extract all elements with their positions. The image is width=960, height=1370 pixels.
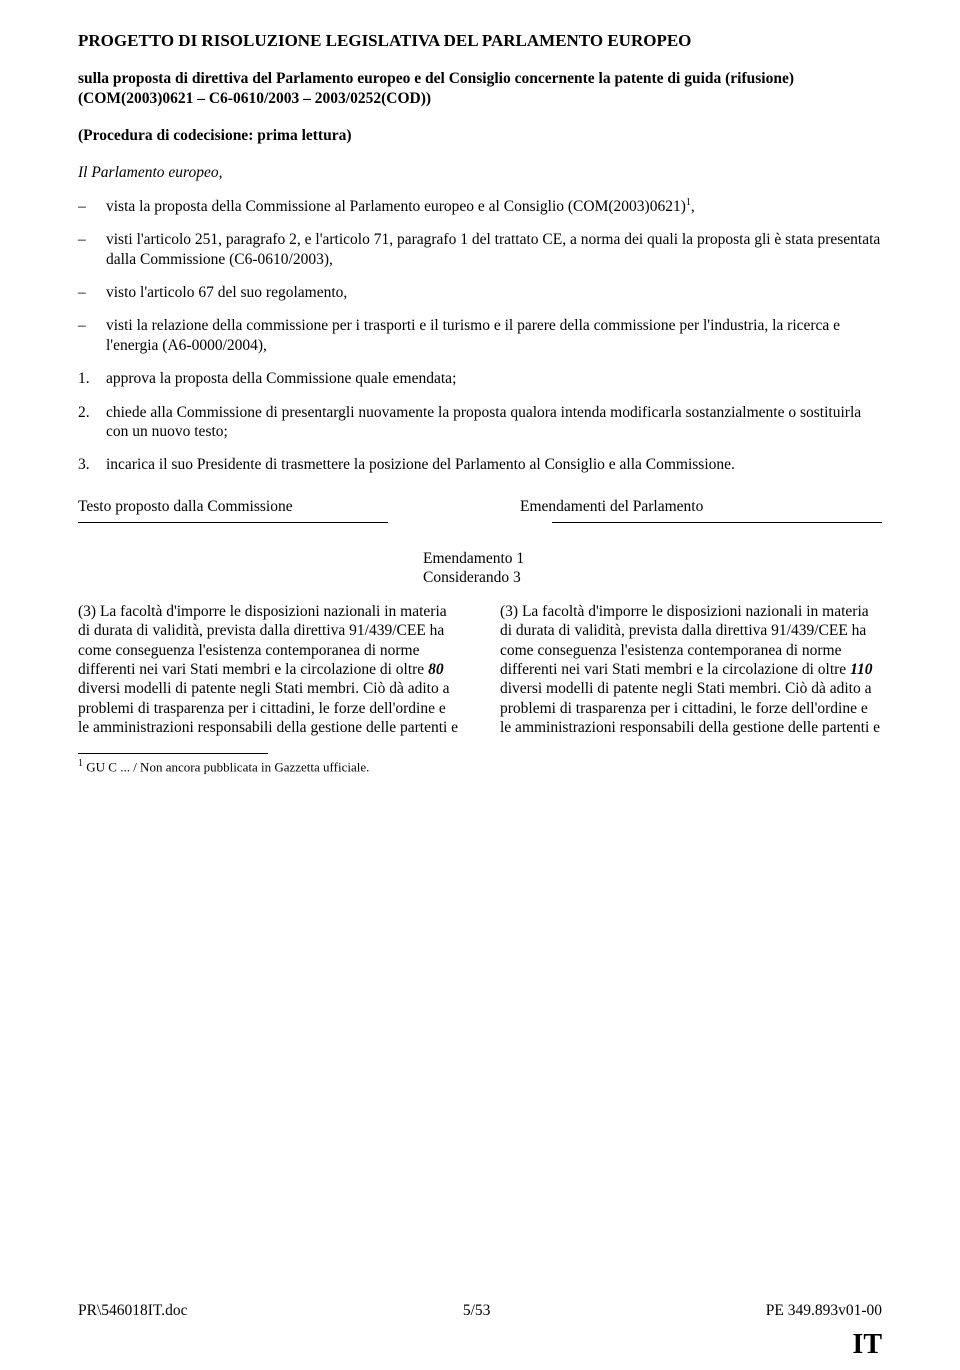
amendment-ref: Considerando 3 (423, 568, 882, 587)
amendment-number: Emendamento 1 (423, 549, 882, 568)
num-item: 1. approva la proposta della Commissione… (78, 369, 882, 388)
column-headers: Testo proposto dalla Commissione Emendam… (78, 497, 882, 516)
amendment-columns: (3) La facoltà d'imporre le disposizioni… (78, 602, 882, 738)
dash-list: – vista la proposta della Commissione al… (78, 197, 882, 355)
dash-text: visti la relazione della commissione per… (106, 316, 882, 355)
amendment-col-right: (3) La facoltà d'imporre le disposizioni… (480, 602, 882, 738)
num-marker: 3. (78, 455, 106, 474)
procedure-line: (Procedura di codecisione: prima lettura… (78, 126, 882, 145)
amendment-col-left: (3) La facoltà d'imporre le disposizioni… (78, 602, 480, 738)
num-marker: 2. (78, 403, 106, 442)
doc-subtitle-block: sulla proposta di direttiva del Parlamen… (78, 69, 882, 108)
footer-right: PE 349.893v01-00 (766, 1301, 882, 1320)
footnote: 1 GU C ... / Non ancora pubblicata in Ga… (78, 758, 882, 776)
dash-marker: – (78, 316, 106, 355)
footer-left: PR\546018IT.doc (78, 1301, 188, 1320)
footnote-rule (78, 753, 268, 754)
numbered-list: 1. approva la proposta della Commissione… (78, 369, 882, 475)
doc-title: PROGETTO DI RISOLUZIONE LEGISLATIVA DEL … (78, 30, 882, 51)
col-head-right: Emendamenti del Parlamento (480, 497, 882, 516)
doc-refs: (COM(2003)0621 – C6-0610/2003 – 2003/025… (78, 90, 431, 107)
dash-marker: – (78, 283, 106, 302)
col-head-left: Testo proposto dalla Commissione (78, 497, 480, 516)
dash-item: – visti l'articolo 251, paragrafo 2, e l… (78, 230, 882, 269)
num-text: chiede alla Commissione di presentargli … (106, 403, 882, 442)
lang-code: IT (852, 1327, 882, 1362)
num-item: 2. chiede alla Commissione di presentarg… (78, 403, 882, 442)
dash-text: vista la proposta della Commissione al P… (106, 197, 882, 217)
num-item: 3. incarica il suo Presidente di trasmet… (78, 455, 882, 474)
num-text: approva la proposta della Commissione qu… (106, 369, 882, 388)
parliament-line: Il Parlamento europeo, (78, 163, 882, 182)
dash-item: – visto l'articolo 67 del suo regolament… (78, 283, 882, 302)
dash-text: visto l'articolo 67 del suo regolamento, (106, 283, 882, 302)
dash-item: – visti la relazione della commissione p… (78, 316, 882, 355)
dash-marker: – (78, 230, 106, 269)
dash-item: – vista la proposta della Commissione al… (78, 197, 882, 217)
doc-subtitle: sulla proposta di direttiva del Parlamen… (78, 70, 794, 87)
dash-text: visti l'articolo 251, paragrafo 2, e l'a… (106, 230, 882, 269)
dash-marker: – (78, 197, 106, 217)
num-marker: 1. (78, 369, 106, 388)
num-text: incarica il suo Presidente di trasmetter… (106, 455, 882, 474)
footer-center: 5/53 (463, 1301, 491, 1320)
page-footer: PR\546018IT.doc 5/53 PE 349.893v01-00 (78, 1301, 882, 1320)
amendment-heading: Emendamento 1 Considerando 3 (423, 549, 882, 588)
header-rule (78, 522, 882, 523)
